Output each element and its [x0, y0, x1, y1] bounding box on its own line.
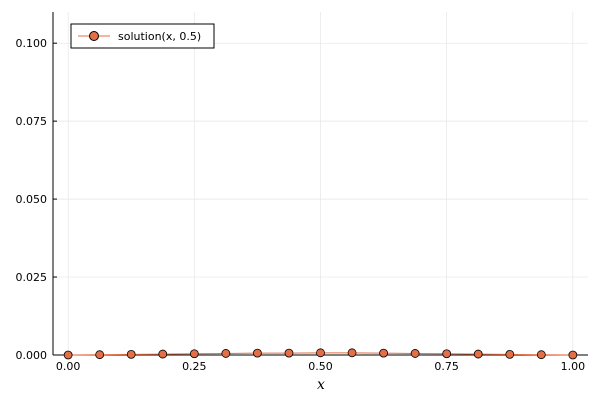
data-point [95, 350, 105, 360]
legend: solution(x, 0.5) [70, 23, 215, 49]
data-point [379, 348, 388, 358]
tick-labels: 0.00 0.25 0.50 0.75 1.00 0.000 0.025 0.050 0.075… [16, 37, 586, 373]
y-tick-label: 0.000 [16, 349, 48, 362]
data-point [284, 348, 294, 358]
legend-label: solution(x, 0.5) [118, 30, 201, 43]
data-point [568, 350, 578, 360]
y-tick-label: 0.100 [16, 37, 48, 50]
x-tick-label: 0.75 [434, 360, 459, 373]
series-layer [63, 348, 578, 360]
x-tick-label: 0.25 [182, 360, 207, 373]
y-tick-label: 0.025 [16, 271, 48, 284]
data-point [347, 348, 357, 358]
x-axis-label: x [317, 377, 325, 393]
x-tick-label: 0.00 [56, 360, 81, 373]
y-tick-label: 0.050 [16, 193, 48, 206]
data-point [221, 349, 231, 358]
data-point [316, 348, 325, 358]
data-point [473, 349, 483, 359]
data-point [126, 349, 136, 359]
y-tick-label: 0.075 [16, 115, 48, 128]
data-point [442, 349, 452, 359]
data-point [253, 348, 262, 358]
data-point [536, 350, 546, 360]
data-point [158, 349, 168, 359]
grid [53, 12, 588, 356]
x-tick-label: 1.00 [561, 360, 586, 373]
legend-marker [89, 31, 99, 41]
data-point [63, 350, 73, 360]
x-tick-label: 0.50 [308, 360, 333, 373]
data-point [505, 349, 515, 359]
data-point [189, 349, 199, 359]
data-point [410, 349, 420, 358]
